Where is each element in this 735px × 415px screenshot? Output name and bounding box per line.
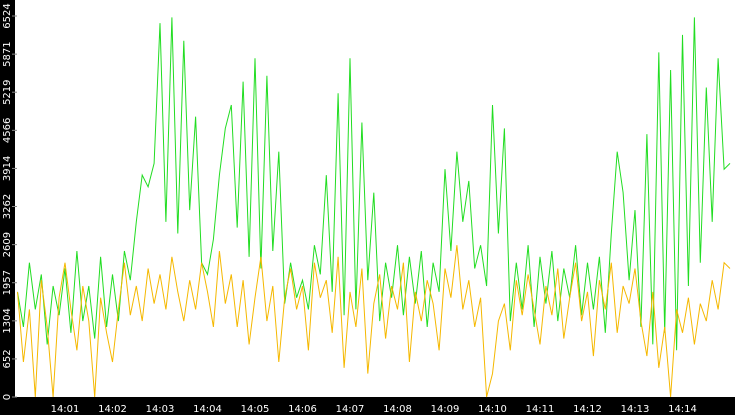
y-tick-label: 6524 [2, 3, 13, 28]
y-tick-label: 3262 [2, 194, 13, 219]
x-tick-label: 14:05 [241, 404, 270, 415]
y-tick-label: 652 [2, 349, 13, 368]
x-tick-label: 14:08 [383, 404, 412, 415]
x-tick-label: 14:12 [573, 404, 602, 415]
x-tick-label: 14:09 [431, 404, 460, 415]
series-line [17, 17, 731, 351]
x-tick-label: 14:04 [193, 404, 222, 415]
x-tick-label: 14:13 [621, 404, 650, 415]
y-tick-label: 0 [2, 394, 13, 400]
x-tick-label: 14:01 [51, 404, 80, 415]
x-tick-label: 14:14 [668, 404, 697, 415]
y-tick-label: 5219 [2, 79, 13, 104]
series-line [17, 245, 731, 398]
x-tick-label: 14:07 [336, 404, 365, 415]
x-tick-label: 14:11 [526, 404, 555, 415]
x-axis-band [0, 397, 735, 415]
y-tick-label: 2609 [2, 232, 13, 257]
x-tick-label: 14:02 [98, 404, 127, 415]
y-tick-label: 1304 [2, 308, 13, 333]
y-tick-label: 4566 [2, 118, 13, 143]
x-tick-label: 14:06 [288, 404, 317, 415]
y-tick-label: 3914 [2, 156, 13, 181]
x-tick-label: 14:03 [146, 404, 175, 415]
x-tick-label: 14:10 [478, 404, 507, 415]
y-tick-label: 1957 [2, 270, 13, 295]
y-axis-band [0, 0, 15, 415]
y-tick-label: 5871 [2, 41, 13, 66]
